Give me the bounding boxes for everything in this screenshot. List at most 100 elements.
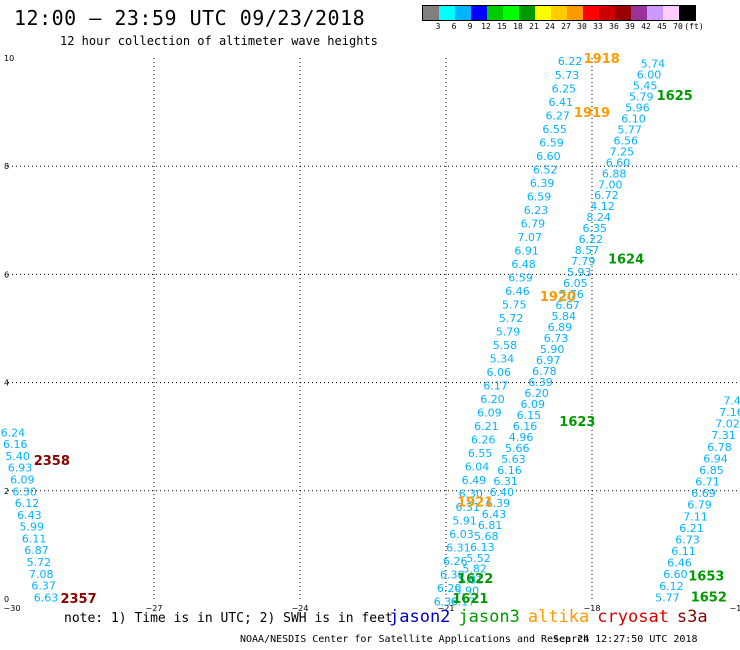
- color-scale-label: 33: [593, 22, 603, 31]
- swh-value: 6.16: [3, 438, 28, 451]
- color-swatch: [487, 6, 503, 20]
- swh-value: 5.73: [555, 69, 580, 82]
- swh-value: 6.78: [707, 441, 732, 454]
- swh-value: 8.57: [575, 244, 600, 257]
- swh-value: 5.63: [501, 453, 526, 466]
- swh-value: 6.91: [514, 244, 539, 257]
- swh-value: 6.39: [486, 497, 511, 510]
- swh-value: 6.04: [465, 461, 490, 474]
- swh-value: 6.26: [443, 555, 468, 568]
- color-scale-legend: 3 6 9 12 15 18 21 24 27 30 33 36 39 42 45 70 (ft): [422, 5, 704, 33]
- color-swatch: [519, 6, 535, 20]
- color-scale-labels: 3 6 9 12 15 18 21 24 27 30 33 36 39 42 45 70 (ft): [422, 21, 704, 33]
- swh-value: 6.93: [8, 462, 33, 475]
- swh-value: 5.34: [490, 352, 515, 365]
- swh-value: 6.23: [524, 204, 549, 217]
- swh-value: 5.52: [466, 552, 491, 565]
- swh-value: 6.05: [563, 277, 588, 290]
- x-tick-label: −30: [4, 604, 21, 613]
- swh-value: 5.76: [559, 288, 584, 301]
- swh-value: 8.24: [586, 211, 611, 224]
- swh-value: 6.56: [613, 134, 638, 147]
- swh-value: 6.21: [474, 420, 499, 433]
- color-swatch: [583, 6, 599, 20]
- mission-legend: jason2 jason3 altika cryosat s3a: [389, 607, 716, 627]
- swh-value: 6.59: [539, 136, 564, 149]
- pass-time-label: 1622: [457, 572, 493, 587]
- color-swatch: [455, 6, 471, 20]
- swh-value: 6.37: [31, 580, 56, 593]
- color-swatch: [631, 6, 647, 20]
- color-scale-label: 27: [561, 22, 571, 31]
- swh-value: 6.06: [486, 366, 511, 379]
- color-scale-label: 6: [451, 22, 457, 31]
- color-swatch: [567, 6, 583, 20]
- swh-value: 6.31: [446, 542, 471, 555]
- y-tick-label: 4: [4, 379, 9, 388]
- swh-value: 6.35: [582, 222, 607, 235]
- mission-legend-jason3: jason3: [458, 607, 520, 627]
- swh-value: 6.88: [602, 167, 627, 180]
- swh-value: 6.21: [679, 522, 704, 535]
- swh-value: 6.71: [695, 476, 720, 489]
- swh-value: 6.46: [505, 285, 530, 298]
- swh-value: 5.90: [540, 343, 565, 356]
- swh-value: 7.00: [598, 178, 623, 191]
- swh-value: 6.22: [558, 55, 583, 68]
- swh-value: 5.93: [567, 266, 592, 279]
- color-swatch: [599, 6, 615, 20]
- swh-value: 6.43: [482, 508, 507, 521]
- swh-value: 5.72: [27, 556, 52, 569]
- swh-value: 6.09: [521, 398, 546, 411]
- swh-value: 6.09: [10, 474, 35, 487]
- swh-value: 5.82: [462, 563, 487, 576]
- pass-time-label: 1623: [559, 415, 595, 430]
- swh-value: 6.20: [480, 393, 505, 406]
- swh-value: 6.48: [511, 258, 536, 271]
- swh-value: 6.59: [508, 271, 533, 284]
- generated-timestamp: Sep 24 12:27:50 UTC 2018: [553, 634, 698, 645]
- x-tick-label: −27: [146, 604, 163, 613]
- swh-value: 6.85: [699, 464, 724, 477]
- color-scale-label: 9: [467, 22, 473, 31]
- swh-value: 6.39: [528, 376, 553, 389]
- swh-value: 6.79: [687, 499, 712, 512]
- swh-value: 6.49: [462, 474, 487, 487]
- swh-value: 5.45: [633, 79, 658, 92]
- color-swatch: [679, 6, 695, 20]
- swh-value: 6.12: [15, 497, 40, 510]
- color-scale-label: 21: [529, 22, 539, 31]
- pass-time-label: 1624: [608, 252, 644, 267]
- swh-value: 7.31: [711, 429, 736, 442]
- color-scale-label: 45: [657, 22, 667, 31]
- chart-subtitle: 12 hour collection of altimeter wave hei…: [60, 34, 378, 48]
- color-swatch: [439, 6, 455, 20]
- swh-value: 6.89: [548, 321, 573, 334]
- color-swatch: [551, 6, 567, 20]
- pass-time-label: 2357: [60, 592, 96, 607]
- color-scale-label: 15: [497, 22, 507, 31]
- swh-value: 4.12: [590, 200, 615, 213]
- color-scale-label: 39: [625, 22, 635, 31]
- swh-value: 5.96: [625, 101, 650, 114]
- y-tick-label: 2: [4, 487, 9, 496]
- pass-time-label: 1919: [574, 106, 610, 121]
- y-tick-label: 0: [4, 595, 9, 604]
- color-scale-label: 70: [673, 22, 683, 31]
- swh-value: 5.77: [655, 591, 680, 604]
- swh-value: 6.52: [533, 163, 558, 176]
- swh-value: 7.16: [719, 406, 740, 419]
- x-tick-label: −24: [292, 604, 309, 613]
- swh-value: 6.73: [675, 533, 700, 546]
- swh-value: 5.40: [5, 450, 30, 463]
- swh-value: 4.96: [509, 431, 534, 444]
- y-tick-label: 10: [4, 54, 14, 63]
- credit-line: NOAA/NESDIS Center for Satellite Applica…: [240, 634, 590, 645]
- color-scale-label: 18: [513, 22, 523, 31]
- x-tick-label: −15: [730, 604, 740, 613]
- swh-value: 6.31: [493, 475, 518, 488]
- color-swatch: [535, 6, 551, 20]
- swh-value: 7.08: [29, 568, 54, 581]
- mission-legend-s3a: s3a: [676, 607, 708, 627]
- mission-legend-jason2: jason2: [389, 607, 451, 627]
